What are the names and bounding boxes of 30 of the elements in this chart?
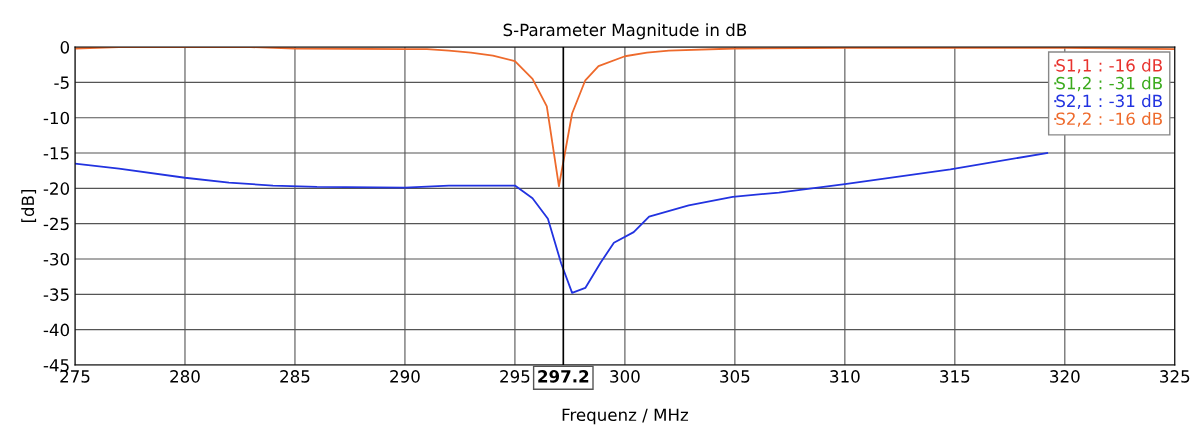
x-tick-label: 300 [610,370,640,383]
x-tick-label: 310 [830,370,860,383]
line-series [75,152,1049,294]
legend-label: S2,2 : -16 dB [1056,112,1162,127]
y-tick-label: -35 [43,288,69,301]
y-axis-title: [dB] [21,189,37,223]
x-axis-title: Frequenz / MHz [562,408,689,425]
legend-label: S1,1 : -16 dB [1056,58,1162,74]
y-tick-label: -15 [43,147,69,160]
x-tick-label: 325 [1160,370,1190,383]
y-tick-label: -45 [43,359,69,372]
x-tick-label: 315 [940,370,970,383]
x-tick-label: 285 [280,370,310,383]
y-tick-label: -20 [43,182,70,195]
x-tick-label: 320 [1050,370,1080,383]
y-tick-label: -30 [43,252,70,266]
x-tick-label: 290 [390,370,420,383]
y-tick-label: -10 [43,111,70,125]
x-tick-label: 280 [170,370,200,383]
y-tick-label: -5 [54,76,69,89]
legend-label: S2,1 : -31 dB [1056,94,1162,109]
y-tick-label: -40 [43,323,70,337]
x-tick-label: 275 [60,370,90,383]
x-tick-label: 295 [500,370,530,383]
ref-line-label: 297.2 [538,370,589,383]
x-tick-label: 305 [720,370,750,383]
chart-title: S-Parameter Magnitude in dB [503,23,747,40]
legend-label: S1,2 : -31 dB [1056,76,1162,92]
y-tick-label: 0 [60,41,70,54]
y-tick-label: -25 [43,217,69,231]
